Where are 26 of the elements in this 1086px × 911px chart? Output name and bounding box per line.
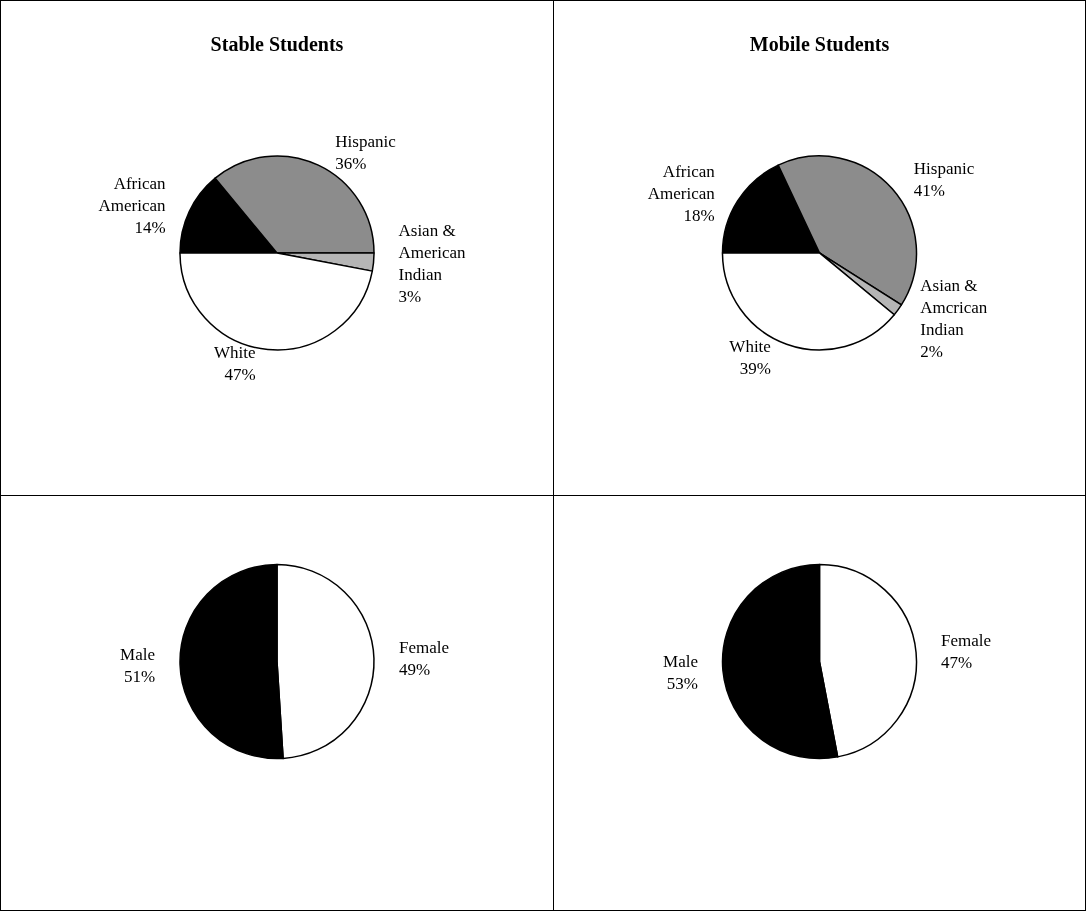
slice-label: White bbox=[214, 342, 256, 362]
chart-title: Stable Students bbox=[210, 33, 344, 55]
data-label: 3% bbox=[398, 286, 422, 306]
data-label: 41% bbox=[913, 181, 945, 201]
slice-label: African American bbox=[647, 161, 716, 203]
slice-label: Hispanic bbox=[335, 132, 397, 151]
slice-label: Asian & Amcrican Indian bbox=[920, 275, 988, 339]
data-label: 49% bbox=[398, 659, 431, 679]
data-label: 51% bbox=[123, 666, 156, 686]
slice-label: Female bbox=[941, 630, 992, 650]
slice-label: Male bbox=[663, 651, 698, 671]
data-label: 36% bbox=[335, 154, 367, 173]
slice-label: Asian & American Indian bbox=[398, 220, 467, 284]
slice-label: Hispanic bbox=[913, 159, 975, 179]
slice-label: Female bbox=[398, 637, 449, 657]
data-label: 53% bbox=[666, 673, 698, 693]
data-label: 47% bbox=[941, 652, 973, 672]
data-label: 2% bbox=[920, 341, 943, 361]
chart-title: Mobile Students bbox=[749, 33, 890, 55]
data-label: 47% bbox=[224, 364, 256, 384]
data-label: 39% bbox=[739, 358, 771, 378]
slice-label: White bbox=[729, 336, 771, 356]
data-label: 14% bbox=[134, 218, 166, 238]
slice-label: Male bbox=[120, 644, 156, 664]
slice-label: African American bbox=[98, 174, 167, 216]
data-label: 18% bbox=[683, 205, 715, 225]
